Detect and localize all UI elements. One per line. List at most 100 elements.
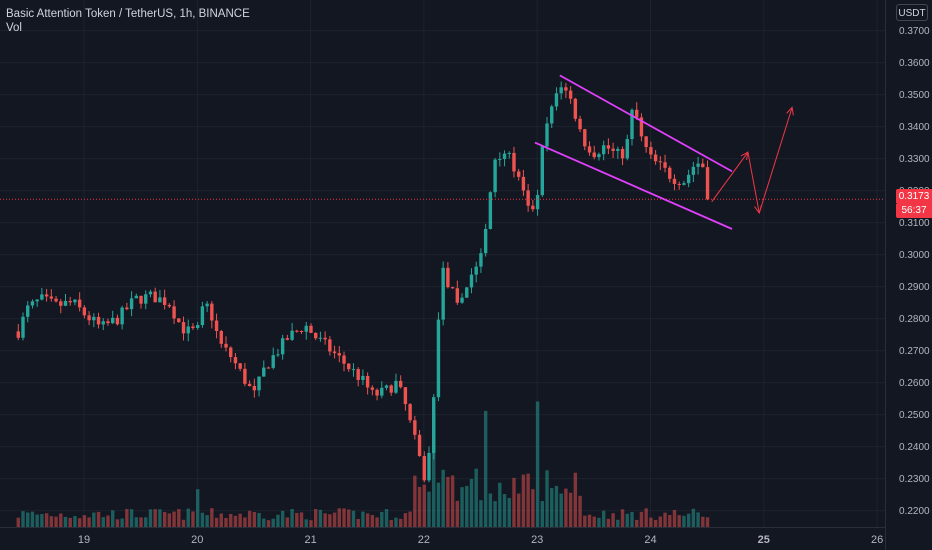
candle-body bbox=[262, 367, 266, 377]
candle-body bbox=[677, 183, 681, 185]
channel-lower-trendline bbox=[534, 141, 733, 230]
x-tick-label: 22 bbox=[418, 534, 430, 546]
candle-body bbox=[375, 389, 379, 396]
candle-body bbox=[238, 363, 242, 369]
volume-bar bbox=[479, 500, 483, 527]
volume-bar bbox=[205, 515, 209, 527]
candle-body bbox=[172, 306, 176, 319]
candle-body bbox=[616, 148, 620, 151]
volume-indicator-label[interactable]: Vol bbox=[6, 22, 22, 34]
candle-body bbox=[479, 253, 483, 267]
channel-upper-trendline bbox=[559, 74, 733, 173]
volume-bar bbox=[408, 511, 412, 527]
volume-bar bbox=[295, 512, 299, 527]
volume-bar bbox=[521, 474, 526, 527]
volume-bar bbox=[384, 509, 389, 527]
candle-body bbox=[682, 183, 686, 185]
candle-body bbox=[639, 117, 644, 137]
volume-bar bbox=[573, 472, 578, 527]
candle-body bbox=[323, 337, 327, 340]
candle-body bbox=[347, 363, 351, 370]
volume-bar bbox=[63, 516, 68, 527]
candle-body bbox=[554, 93, 559, 107]
candle-body bbox=[408, 404, 412, 421]
x-tick-label: 21 bbox=[304, 534, 316, 546]
candle-body bbox=[705, 167, 710, 200]
symbol-title[interactable]: Basic Attention Token / TetherUS, 1h, BI… bbox=[6, 8, 250, 20]
candle-body bbox=[601, 145, 606, 155]
volume-bar bbox=[318, 509, 323, 527]
volume-bar bbox=[370, 514, 375, 527]
candle-body bbox=[21, 316, 25, 338]
volume-bar bbox=[96, 511, 101, 527]
volume-bar bbox=[441, 469, 445, 527]
volume-bar bbox=[568, 492, 573, 527]
candle-body bbox=[229, 347, 233, 358]
candle-body bbox=[247, 383, 252, 386]
y-tick-label: 0.3100 bbox=[899, 218, 930, 229]
candle-body bbox=[68, 301, 72, 303]
candle-body bbox=[488, 192, 493, 229]
volume-bar bbox=[30, 511, 35, 527]
volume-bar bbox=[512, 477, 516, 527]
volume-bar bbox=[446, 476, 450, 527]
volume-bar bbox=[134, 517, 139, 527]
candle-body bbox=[26, 305, 30, 317]
y-tick-label: 0.2300 bbox=[899, 474, 930, 485]
candle-body bbox=[356, 369, 360, 380]
candle-body bbox=[54, 298, 58, 302]
volume-bar bbox=[106, 515, 110, 527]
candle-body bbox=[210, 303, 214, 321]
volume-bar bbox=[54, 516, 58, 527]
candle-body bbox=[625, 139, 629, 159]
candle-body bbox=[653, 154, 658, 162]
volume-bar bbox=[611, 513, 615, 527]
volume-bar bbox=[87, 517, 91, 527]
volume-bar bbox=[35, 514, 39, 527]
candle-body bbox=[243, 368, 247, 384]
candle-body bbox=[550, 106, 554, 124]
last-price-label: 0.3173 bbox=[896, 189, 932, 204]
candle-body bbox=[413, 420, 417, 435]
candle-body bbox=[672, 178, 677, 184]
candle-body bbox=[502, 153, 507, 159]
volume-bar bbox=[592, 516, 596, 527]
volume-bar bbox=[649, 517, 653, 527]
candle-body bbox=[658, 161, 663, 163]
candle-body bbox=[266, 367, 271, 369]
candle-body bbox=[111, 317, 115, 324]
volume-bar bbox=[474, 468, 478, 527]
volume-bar bbox=[578, 495, 582, 527]
currency-unit-button[interactable]: USDT bbox=[896, 4, 928, 21]
volume-bar bbox=[120, 518, 124, 527]
candle-body bbox=[611, 148, 615, 151]
volume-bar bbox=[682, 515, 686, 527]
candle-body bbox=[450, 287, 455, 289]
candle-body bbox=[351, 369, 356, 371]
volume-bar bbox=[276, 514, 280, 527]
candle-body bbox=[285, 338, 290, 340]
volume-bar bbox=[257, 512, 261, 527]
candle-body bbox=[44, 294, 49, 297]
volume-bar bbox=[125, 509, 129, 527]
candle-body bbox=[587, 146, 592, 153]
volume-bar bbox=[280, 510, 285, 527]
volume-bar bbox=[309, 520, 313, 527]
candle-body bbox=[73, 299, 77, 303]
candle-body bbox=[134, 295, 139, 299]
candle-body bbox=[465, 287, 469, 298]
x-tick-label: 25 bbox=[758, 534, 770, 546]
x-tick-label: 20 bbox=[191, 534, 203, 546]
volume-bar bbox=[290, 509, 294, 527]
volume-bar bbox=[436, 482, 441, 527]
candle-body bbox=[498, 158, 502, 160]
y-tick-label: 0.3300 bbox=[899, 154, 930, 165]
volume-bar bbox=[380, 511, 384, 527]
volume-bar bbox=[535, 401, 540, 527]
volume-bar bbox=[531, 489, 535, 527]
volume-bar bbox=[59, 513, 63, 527]
candle-body bbox=[153, 291, 157, 303]
volume-bar bbox=[597, 517, 601, 527]
volume-bar bbox=[328, 514, 332, 527]
